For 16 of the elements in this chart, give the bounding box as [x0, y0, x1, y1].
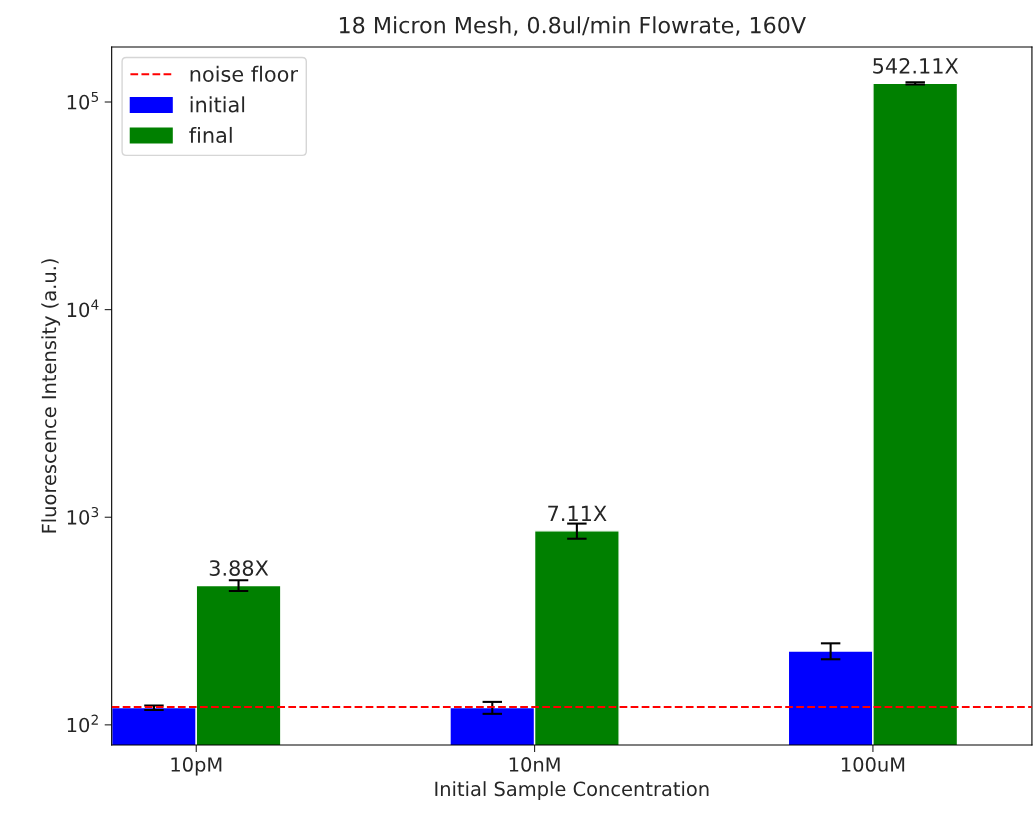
- x-tick-label: 10nM: [509, 757, 560, 772]
- x-tick-label: 10pM: [171, 757, 222, 776]
- legend-label: initial: [190, 96, 245, 113]
- y-tick-label: 10$^{5}$: [67, 91, 99, 110]
- y-tick-label: 10$^{3}$: [67, 506, 99, 525]
- chart-title: 18 Micron Mesh, 0.8ul/min Flowrate, 160V: [339, 16, 806, 36]
- x-axis-title: Initial Sample Concentration: [435, 781, 709, 800]
- annotation: 542.11X: [873, 57, 959, 74]
- annotation: 7.11X: [548, 505, 607, 521]
- y-tick-label: 10$^{4}$: [67, 299, 99, 318]
- legend-label: final: [189, 126, 232, 144]
- annotation: 3.88X: [209, 560, 269, 576]
- y-tick-label: 10$^{2}$: [67, 714, 98, 733]
- x-tick-label: 100uM: [841, 757, 905, 772]
- y-axis-title: Fluorescence Intensity (a.u.): [41, 259, 61, 533]
- legend-label: noise floor: [190, 65, 298, 82]
